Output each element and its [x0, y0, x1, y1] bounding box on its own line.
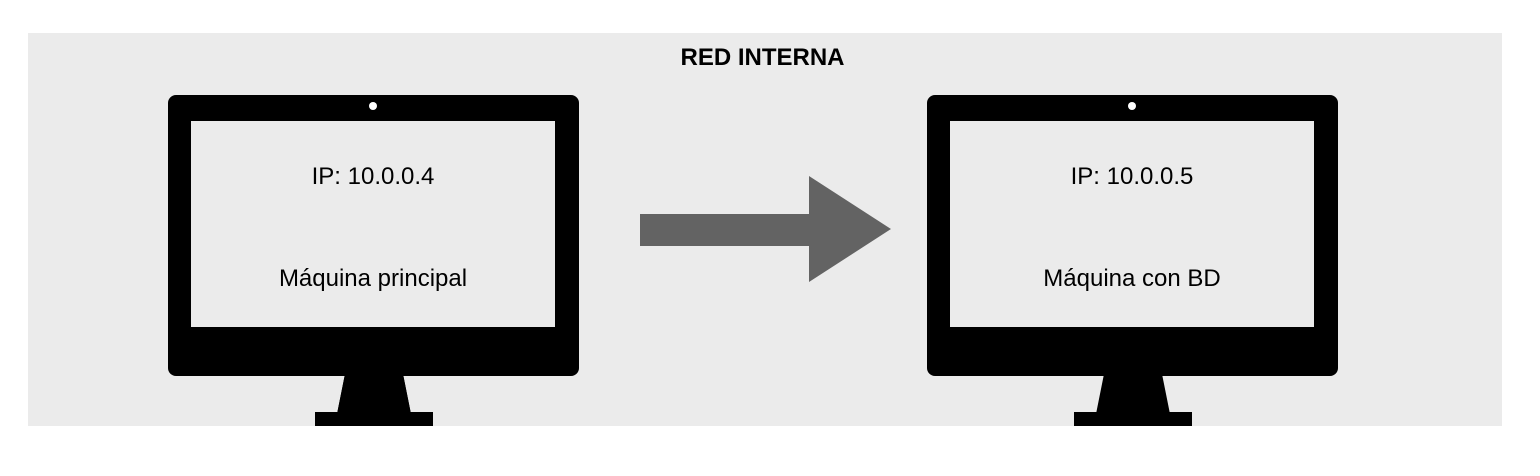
camera-dot-icon — [369, 102, 377, 110]
monitor-icon: IP: 10.0.0.5 Máquina con BD — [927, 95, 1338, 376]
monitor-stand-icon — [1074, 374, 1192, 426]
arrow-right-icon — [640, 176, 891, 282]
monitor-screen: IP: 10.0.0.4 Máquina principal — [191, 121, 555, 327]
monitor-db-machine: IP: 10.0.0.5 Máquina con BD — [927, 95, 1338, 426]
ip-label: IP: 10.0.0.5 — [1070, 163, 1194, 190]
machine-name-label: Máquina con BD — [1043, 265, 1221, 292]
monitor-main-machine: IP: 10.0.0.4 Máquina principal — [168, 95, 579, 426]
zone-title: RED INTERNA — [680, 44, 845, 71]
monitor-icon: IP: 10.0.0.4 Máquina principal — [168, 95, 579, 376]
monitor-screen: IP: 10.0.0.5 Máquina con BD — [950, 121, 1314, 327]
ip-label: IP: 10.0.0.4 — [311, 163, 435, 190]
machine-name-label: Máquina principal — [278, 265, 468, 292]
monitor-stand-icon — [315, 374, 433, 426]
camera-dot-icon — [1128, 102, 1136, 110]
